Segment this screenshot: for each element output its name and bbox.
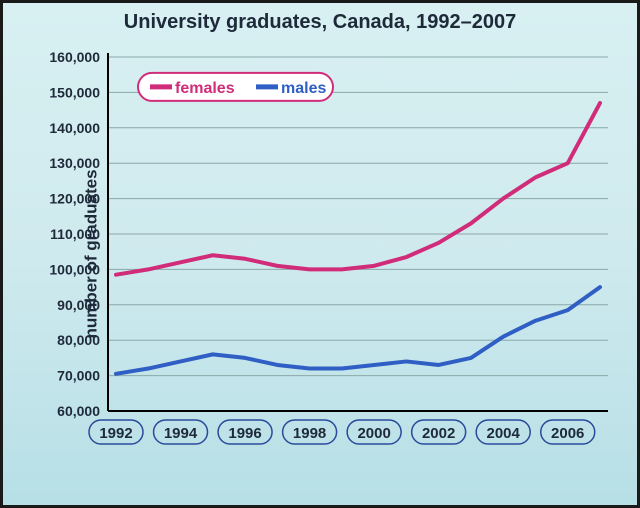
svg-text:females: females — [175, 80, 235, 97]
svg-text:1992: 1992 — [99, 425, 132, 442]
series-males — [116, 287, 600, 374]
x-ticks: 1992 1994 1996 1998 2000 2002 2004 2006 — [89, 420, 595, 444]
svg-text:150,000: 150,000 — [49, 84, 100, 100]
svg-text:110,000: 110,000 — [50, 226, 100, 242]
svg-text:2004: 2004 — [487, 425, 521, 442]
svg-text:2000: 2000 — [357, 425, 390, 442]
series-females — [116, 103, 600, 275]
svg-text:120,000: 120,000 — [49, 191, 100, 207]
chart-plot: 60,00070,00080,00090,000100,000110,00012… — [108, 51, 618, 456]
svg-text:100,000: 100,000 — [49, 261, 100, 277]
svg-text:1994: 1994 — [164, 425, 198, 442]
legend: females males — [138, 73, 333, 101]
svg-text:1998: 1998 — [293, 425, 326, 442]
svg-text:160,000: 160,000 — [49, 49, 100, 65]
svg-text:80,000: 80,000 — [57, 332, 100, 348]
svg-text:males: males — [281, 80, 326, 97]
svg-text:140,000: 140,000 — [49, 120, 100, 136]
svg-text:70,000: 70,000 — [57, 368, 100, 384]
svg-text:1996: 1996 — [228, 425, 261, 442]
y-ticks: 60,000 70,000 80,000 90,000 100,000 110,000 12… — [49, 49, 100, 419]
svg-text:60,000: 60,000 — [57, 403, 100, 419]
gridlines — [108, 57, 608, 411]
chart-title: University graduates, Canada, 1992–2007 — [3, 11, 637, 34]
svg-text:2002: 2002 — [422, 425, 455, 442]
svg-text:130,000: 130,000 — [49, 155, 100, 171]
svg-text:2006: 2006 — [551, 425, 584, 442]
svg-text:90,000: 90,000 — [57, 297, 100, 313]
